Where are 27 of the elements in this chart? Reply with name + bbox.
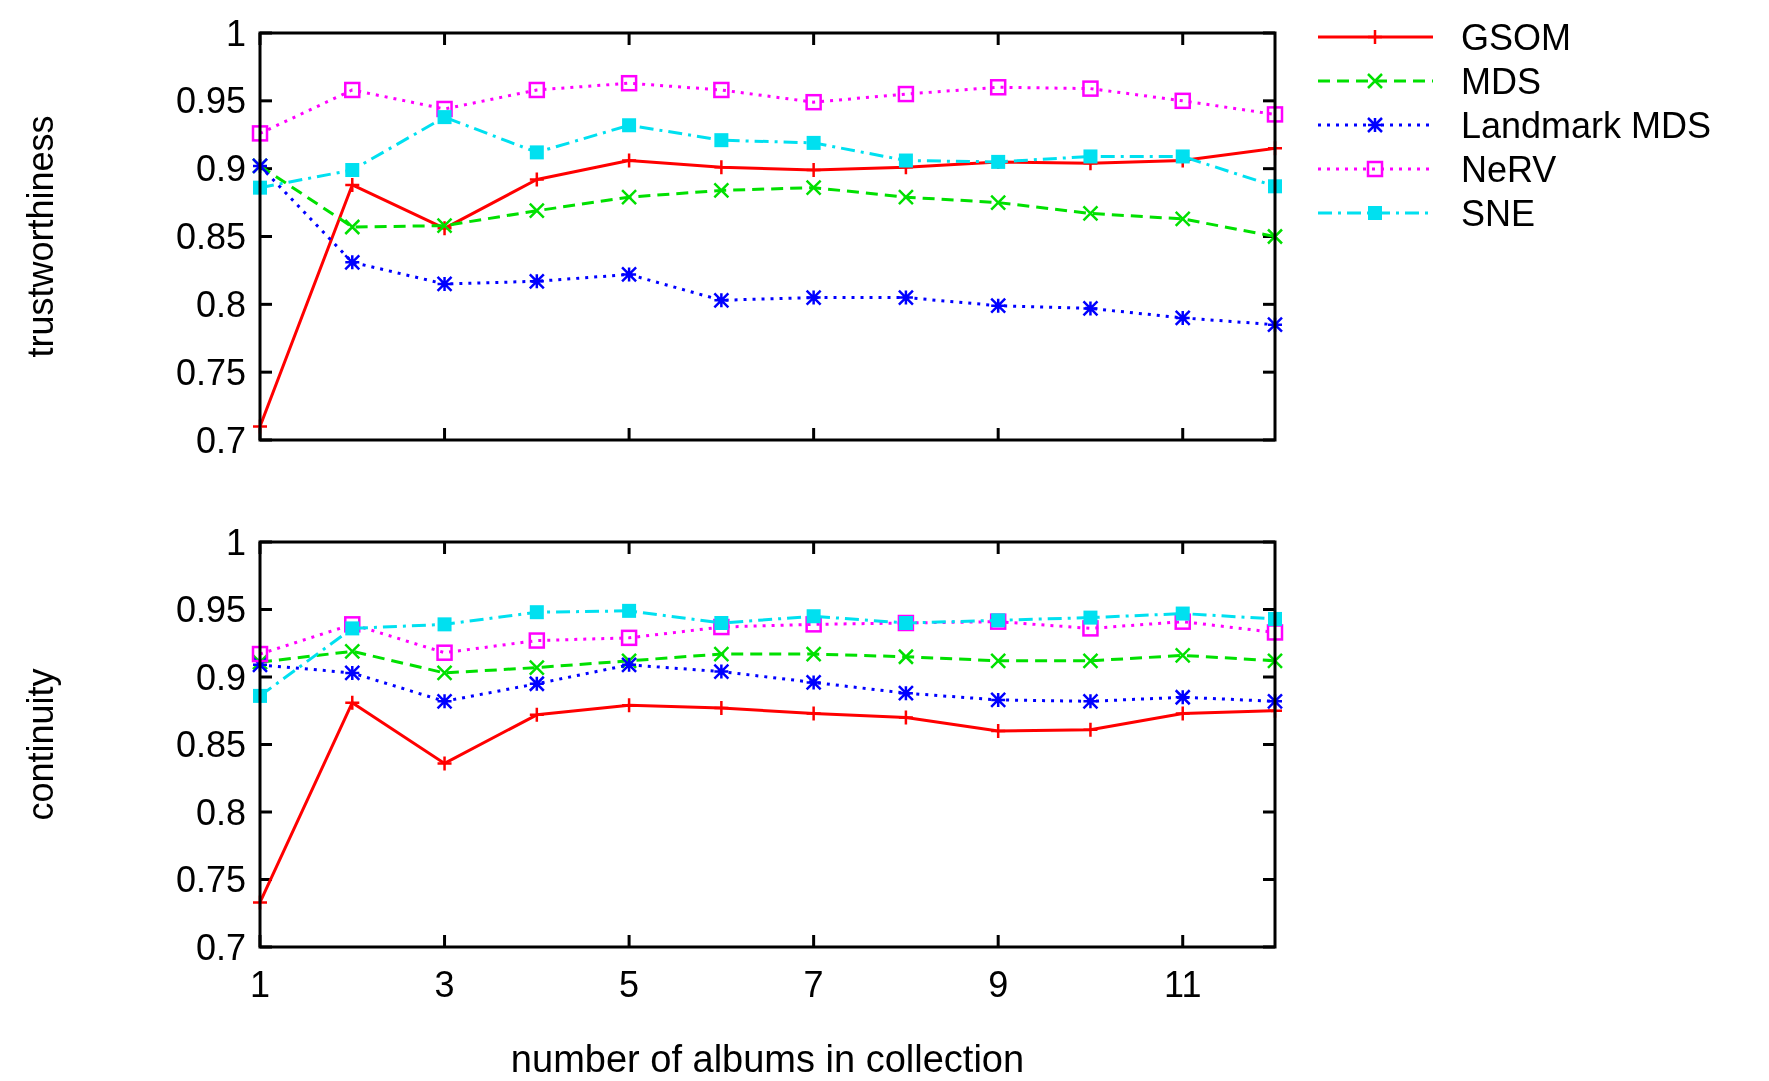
x-tick-label: 11 [1164,964,1202,1005]
y-tick-label: 0.8 [195,283,246,325]
legend-label: SNE [1461,192,1536,234]
x-tick-label: 5 [619,964,640,1005]
legend-label: Landmark MDS [1461,104,1712,146]
y-tick-label: 0.7 [195,926,246,968]
y-tick-label: 0.7 [195,419,246,461]
x-tick-label: 7 [803,964,824,1005]
y-tick-label: 0.75 [175,351,246,393]
y-axis-title: continuity [20,668,61,821]
legend-label: MDS [1461,60,1541,102]
legend-label: GSOM [1461,16,1572,58]
y-tick-label: 0.95 [175,80,246,122]
x-tick-label: 3 [434,964,455,1005]
legend-label: NeRV [1461,148,1557,190]
y-tick-label: 0.95 [175,589,246,631]
x-tick-label: 9 [988,964,1009,1005]
y-tick-label: 1 [225,521,246,563]
y-tick-label: 0.85 [175,724,246,766]
y-axis-title: trustworthiness [20,115,61,358]
y-tick-label: 0.8 [195,791,246,833]
x-axis-title: number of albums in collection [510,1038,1025,1080]
y-tick-label: 0.9 [195,148,246,190]
y-tick-label: 0.9 [195,656,246,698]
y-tick-label: 0.85 [175,216,246,258]
y-tick-label: 0.75 [175,859,246,901]
y-tick-label: 1 [225,12,246,54]
